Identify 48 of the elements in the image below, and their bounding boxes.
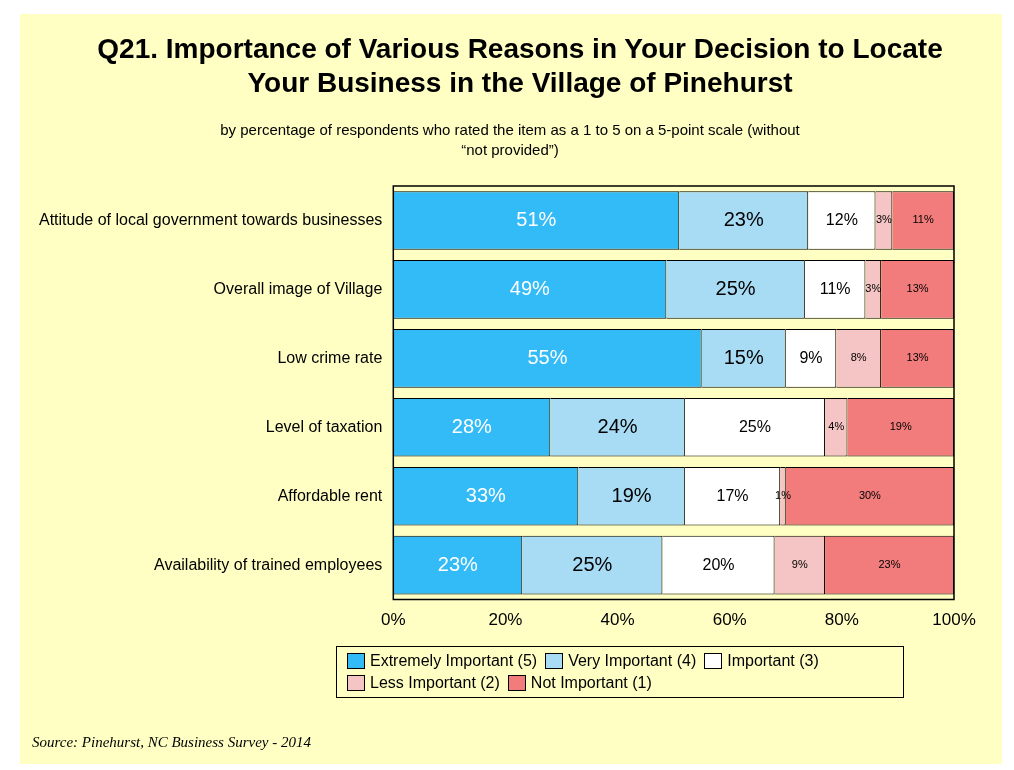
data-label: 15% [723,345,764,368]
data-label: 23% [723,207,764,230]
data-label: 55% [527,345,568,368]
x-tick-label: 40% [600,610,635,630]
data-label: 20% [702,555,735,573]
data-label: 28% [451,414,493,437]
data-label: 11% [912,213,934,226]
data-label: 9% [799,348,823,366]
source-note: Source: Pinehurst, NC Business Survey - 2014 [32,734,311,751]
x-tick-label: 80% [824,610,859,630]
y-tick-label: Level of taxation [265,417,383,435]
data-label: 49% [509,276,551,299]
data-label: 25% [738,417,771,435]
data-label: 33% [465,483,507,506]
chart-title: Q21. Importance of Various Reasons in Your Decision to Locate Your Business in the Village of Pinehurst [96,32,944,100]
data-label: 13% [906,282,929,295]
data-label: 13% [906,351,929,364]
data-label: 9% [791,558,808,571]
x-tick-label: 100% [932,610,976,630]
data-label: 19% [889,420,912,433]
data-label: 11% [819,279,851,297]
x-tick-label: 60% [712,610,747,630]
x-tick-label: 0% [381,610,406,630]
data-label: 23% [878,558,901,571]
data-label: 25% [572,552,613,575]
y-tick-label: Attitude of local government towards businesses [39,210,383,228]
data-label: 23% [437,552,479,575]
data-label: 12% [825,210,858,228]
chart-subtitle: by percentage of respondents who rated the item as a 1 to 5 on a 5-point scale (without “not provided”) [220,120,800,160]
data-label: 8% [850,351,867,364]
data-label: 3% [875,213,893,226]
y-tick-label: Affordable rent [277,486,383,504]
data-label: 4% [828,420,845,433]
y-tick-label: Low crime rate [277,348,383,366]
x-tick-label: 20% [488,610,523,630]
data-label: 17% [716,486,749,504]
data-label: 51% [516,207,557,230]
legend-label: Less Important (2) [370,673,500,693]
y-tick-label: Overall image of Village [213,279,383,297]
legend-label: Not Important (1) [530,673,652,693]
data-label: 19% [611,483,652,506]
legend-label: Extremely Important (5) [370,651,538,671]
legend-label: Important (3) [727,651,819,671]
data-label: 25% [715,276,756,299]
data-label: 30% [858,489,882,502]
data-label: 24% [597,414,638,437]
y-tick-label: Availability of trained employees [154,555,383,573]
legend-label: Very Important (4) [568,651,697,671]
